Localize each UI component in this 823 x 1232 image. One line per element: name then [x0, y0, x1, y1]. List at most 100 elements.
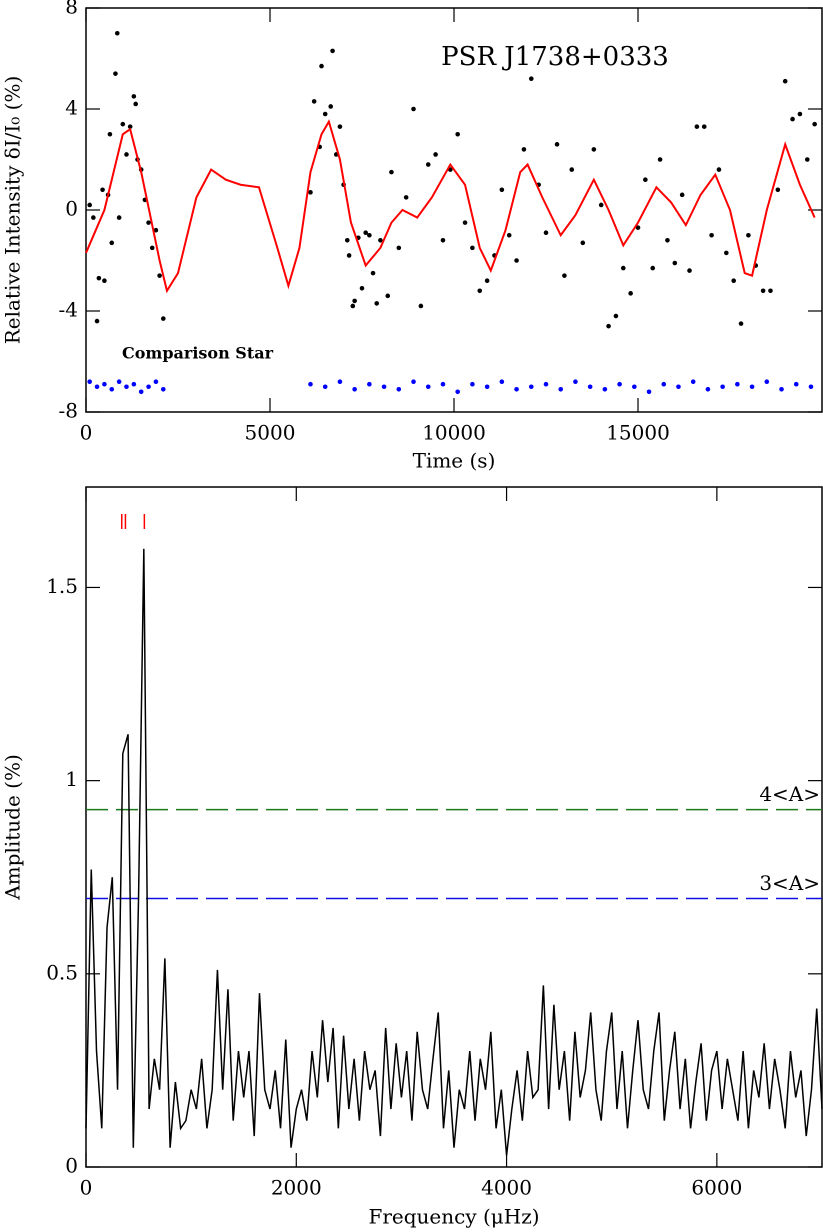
data-point	[153, 227, 159, 233]
data-point	[598, 202, 604, 208]
data-point	[418, 303, 424, 309]
data-point	[782, 78, 788, 84]
x-tick-label: 0	[80, 421, 93, 445]
data-point	[153, 379, 159, 385]
data-point	[690, 379, 696, 385]
data-point	[687, 268, 692, 273]
data-point	[455, 389, 460, 395]
y-tick-label: 1.5	[46, 574, 78, 598]
data-point	[620, 265, 626, 271]
x-tick-label: 5000	[245, 421, 296, 445]
data-point	[657, 157, 663, 162]
data-point	[735, 381, 740, 387]
data-point	[440, 381, 446, 387]
data-point	[425, 162, 431, 167]
x-axis-label: Frequency (μHz)	[368, 1205, 539, 1229]
data-point	[543, 381, 549, 387]
data-point	[114, 30, 120, 36]
data-point	[558, 386, 564, 392]
data-point	[346, 253, 352, 258]
data-point	[109, 386, 115, 392]
x-tick-label: 0	[80, 1176, 93, 1200]
data-point	[676, 384, 681, 390]
data-point	[91, 215, 96, 220]
data-point	[635, 225, 641, 230]
data-point	[127, 124, 133, 129]
data-point	[650, 265, 656, 271]
data-point	[87, 202, 92, 208]
data-point	[120, 121, 126, 127]
data-point	[804, 157, 810, 162]
x-tick-label: 10000	[422, 421, 486, 445]
data-point	[768, 288, 773, 294]
data-point	[731, 278, 736, 284]
data-point	[701, 124, 707, 129]
data-point	[646, 389, 652, 395]
x-tick-label: 4000	[481, 1176, 532, 1200]
data-point	[367, 381, 372, 387]
data-point	[396, 245, 402, 251]
data-line	[85, 548, 823, 1156]
data-point	[499, 187, 505, 193]
series-label: Comparison Star	[122, 344, 274, 363]
data-point	[94, 384, 100, 390]
data-point	[797, 111, 803, 117]
data-point	[484, 278, 490, 284]
data-point	[337, 379, 343, 385]
data-point	[694, 124, 700, 129]
data-point	[330, 48, 335, 54]
data-point	[385, 293, 391, 299]
data-point	[462, 220, 468, 225]
data-point	[433, 152, 438, 157]
data-point	[370, 270, 376, 276]
annotation: PSR J1738+0333	[441, 42, 669, 72]
data-point	[528, 76, 534, 81]
y-tick-label: -4	[59, 298, 78, 322]
data-point	[455, 131, 460, 137]
data-point	[146, 384, 151, 390]
data-point	[808, 384, 814, 390]
data-point	[113, 71, 118, 76]
data-point	[775, 187, 781, 193]
data-point	[308, 190, 313, 195]
data-point	[521, 147, 527, 152]
data-point	[573, 379, 578, 385]
x-tick-label: 6000	[691, 1176, 742, 1200]
data-point	[102, 278, 107, 284]
data-point	[381, 384, 387, 390]
data-point	[116, 215, 122, 220]
data-point	[116, 379, 122, 385]
data-point	[738, 321, 744, 326]
data-point	[528, 384, 534, 390]
data-point	[87, 379, 92, 385]
data-point	[352, 298, 357, 304]
data-point	[131, 381, 137, 387]
data-point	[724, 250, 729, 256]
y-tick-label: 1	[65, 767, 78, 791]
y-axis-label: Relative Intensity δI/I₀ (%)	[1, 76, 25, 345]
data-point	[632, 384, 637, 390]
data-point	[580, 240, 586, 246]
x-axis-label: Time (s)	[413, 449, 496, 473]
y-tick-label: 4	[65, 96, 78, 120]
x-tick-label: 2000	[271, 1176, 322, 1200]
data-point	[96, 275, 102, 281]
data-point	[124, 384, 129, 390]
data-point	[514, 258, 519, 263]
data-point	[760, 288, 766, 294]
data-point	[124, 152, 129, 157]
plot-frame	[85, 486, 823, 1168]
data-point	[102, 381, 107, 387]
data-point	[665, 238, 670, 243]
data-point	[107, 131, 113, 137]
data-point	[790, 116, 795, 122]
data-point	[328, 104, 334, 109]
data-point	[679, 192, 685, 198]
data-point	[359, 285, 365, 291]
data-point	[470, 245, 475, 251]
data-point	[746, 232, 751, 238]
data-point	[157, 273, 162, 278]
data-point	[322, 384, 328, 390]
y-axis-label: Amplitude (%)	[1, 754, 25, 901]
